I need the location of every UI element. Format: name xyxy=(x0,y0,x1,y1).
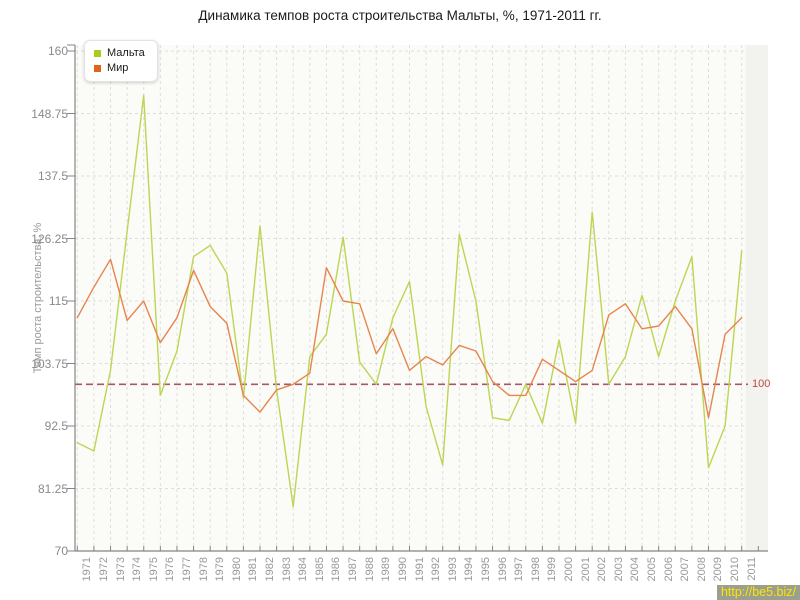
x-tick-label: 1999 xyxy=(546,557,559,582)
malta-series-marker xyxy=(94,50,101,57)
legend-item-world[interactable]: Мир xyxy=(94,61,145,76)
x-tick-label: 1972 xyxy=(97,557,110,582)
y-tick-label: 115 xyxy=(48,294,68,308)
x-tick-label: 2008 xyxy=(695,557,708,582)
x-tick-label: 1974 xyxy=(131,557,144,582)
legend-label-world: Мир xyxy=(107,62,129,74)
guide-line-label: 100 xyxy=(752,378,771,391)
x-tick-label: 1997 xyxy=(513,557,526,582)
legend: Мальта Мир xyxy=(84,40,158,82)
x-tick-label: 1982 xyxy=(264,557,276,582)
x-tick-label: 1971 xyxy=(81,557,94,582)
y-tick-label: 160 xyxy=(47,44,68,58)
x-tick-label: 2007 xyxy=(679,557,692,582)
x-tick-label: 1989 xyxy=(380,557,393,582)
y-tick-label: 81.25 xyxy=(37,481,68,496)
x-tick-label: 1979 xyxy=(214,557,227,582)
x-tick-label: 2000 xyxy=(562,557,575,582)
x-tick-label: 1998 xyxy=(529,557,542,582)
legend-label-malta: Мальта xyxy=(107,47,145,59)
x-tick-label: 1994 xyxy=(463,557,476,582)
x-tick-label: 2006 xyxy=(662,557,675,582)
x-tick-label: 1996 xyxy=(496,557,509,582)
x-tick-label: 1981 xyxy=(247,557,260,582)
x-tick-label: 1983 xyxy=(280,557,293,582)
x-tick-label: 1984 xyxy=(297,557,310,582)
x-tick-label: 1986 xyxy=(330,557,343,582)
x-tick-label: 2003 xyxy=(612,557,625,582)
x-tick-label: 1985 xyxy=(313,557,326,582)
x-tick-label: 2010 xyxy=(729,557,742,582)
x-tick-label: 1988 xyxy=(363,557,376,582)
x-tick-label: 1978 xyxy=(197,557,210,582)
x-tick-label: 2005 xyxy=(646,557,659,582)
x-tick-label: 2001 xyxy=(579,557,592,582)
x-tick-label: 1977 xyxy=(180,557,193,582)
y-tick-label: 148.75 xyxy=(31,106,68,121)
y-tick-label: 70 xyxy=(54,544,68,558)
x-tick-label: 2004 xyxy=(629,557,642,582)
x-tick-label: 1995 xyxy=(479,557,492,582)
watermark-link[interactable]: http://be5.biz/ xyxy=(716,585,800,600)
x-tick-label: 1987 xyxy=(347,557,360,582)
legend-item-malta[interactable]: Мальта xyxy=(94,46,145,61)
y-tick-label: 126.25 xyxy=(31,231,68,246)
y-tick-label: 103.75 xyxy=(31,356,68,371)
chart-title: Динамика темпов роста строительства Маль… xyxy=(198,8,602,23)
x-tick-label: 2011 xyxy=(745,557,758,581)
y-tick-label: 92.5 xyxy=(44,419,68,433)
x-tick-label: 2009 xyxy=(712,557,725,582)
world-series-marker xyxy=(94,65,101,72)
x-tick-label: 1980 xyxy=(230,557,243,582)
x-tick-label: 1976 xyxy=(164,557,177,582)
x-tick-label: 1990 xyxy=(396,557,409,582)
x-tick-label: 1975 xyxy=(147,557,160,582)
y-tick-label: 137.5 xyxy=(37,169,68,183)
x-tick-label: 1993 xyxy=(446,557,459,582)
x-tick-label: 1991 xyxy=(413,557,426,582)
x-tick-label: 2002 xyxy=(596,557,609,582)
x-tick-label: 1973 xyxy=(114,557,127,582)
x-tick-label: 1992 xyxy=(430,557,443,582)
